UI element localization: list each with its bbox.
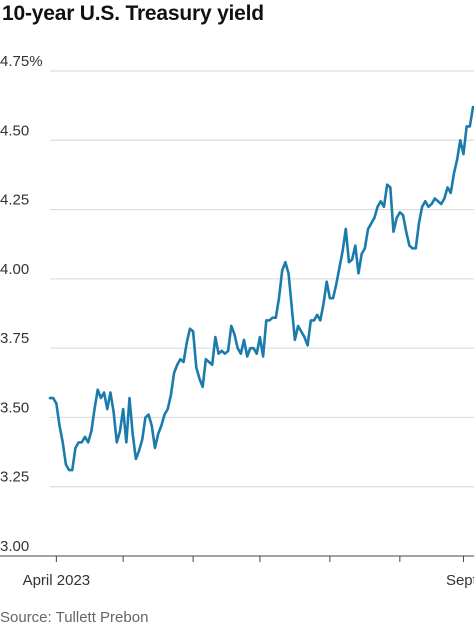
x-tick-label: Sept. xyxy=(446,572,474,589)
yield-series-line xyxy=(48,105,474,472)
y-axis-tick-labels: 4.75% 4.50 4.25 4.00 3.75 3.50 3.25 3.00 xyxy=(0,53,43,555)
y-tick-label: 3.75 xyxy=(0,330,29,347)
gridlines xyxy=(50,70,474,488)
x-tick-label: April 2023 xyxy=(23,572,91,589)
y-tick-label: 4.75% xyxy=(0,53,43,70)
y-tick-label: 3.25 xyxy=(0,469,29,486)
y-tick-label: 4.50 xyxy=(0,122,29,139)
y-tick-label: 3.50 xyxy=(0,399,29,416)
y-tick-label: 4.00 xyxy=(0,261,29,278)
x-axis-ticks: April 2023 Sept. xyxy=(23,556,474,589)
chart-title: 10-year U.S. Treasury yield xyxy=(2,2,264,25)
y-tick-label: 4.25 xyxy=(0,192,29,209)
y-tick-label: 3.00 xyxy=(0,538,29,555)
chart-source: Source: Tullett Prebon xyxy=(0,609,149,626)
